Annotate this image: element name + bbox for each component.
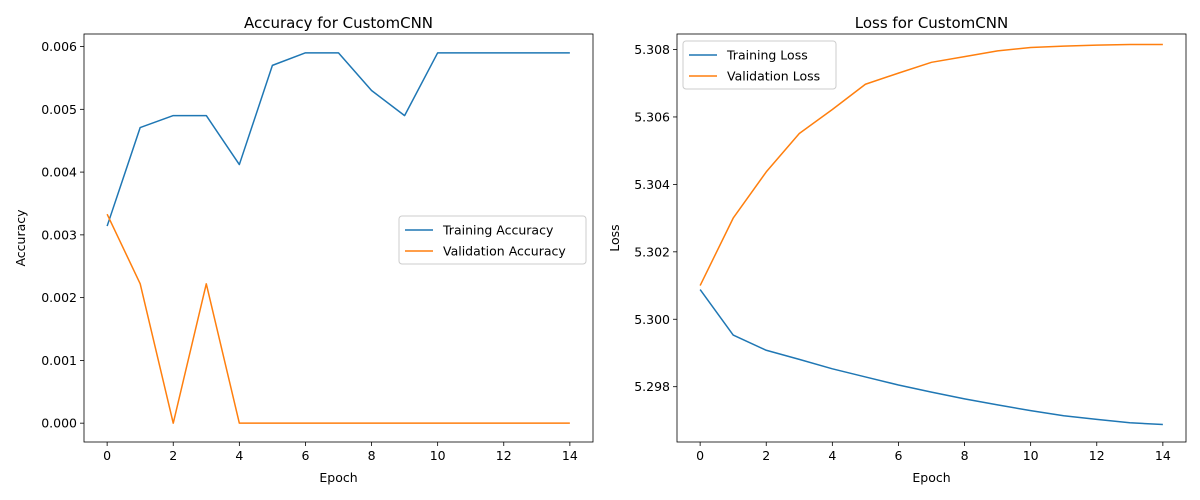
- chart-title: Loss for CustomCNN: [855, 14, 1008, 32]
- y-tick-label: 0.003: [41, 227, 77, 242]
- legend-box: [398, 215, 587, 265]
- x-tick-label: 2: [169, 448, 177, 463]
- x-tick-label: 0: [103, 448, 111, 463]
- x-tick-label: 0: [696, 448, 704, 463]
- y-tick-label: 5.306: [634, 109, 670, 124]
- x-axis-label: Epoch: [912, 470, 950, 485]
- y-tick-label: 0.002: [41, 290, 77, 305]
- y-tick-label: 0.001: [41, 353, 77, 368]
- legend-box: [682, 40, 837, 90]
- x-tick-label: 10: [1023, 448, 1039, 463]
- y-tick-label: 0.006: [41, 39, 77, 54]
- legend: Training Loss Validation Loss: [682, 40, 837, 90]
- x-tick-label: 8: [368, 448, 376, 463]
- y-tick-label: 5.300: [634, 312, 670, 327]
- series-line-validation-accuracy: [106, 213, 570, 424]
- chart-1: Loss for CustomCNN 0 2 4 6 8 10 12 14 5.298 5.300 5…: [607, 14, 1187, 485]
- series-line-validation-loss: [699, 43, 1163, 286]
- x-tick-label: 14: [1155, 448, 1171, 463]
- x-tick-label: 12: [1089, 448, 1105, 463]
- x-tick-label: 2: [762, 448, 770, 463]
- y-tick-label: 0.004: [41, 165, 77, 180]
- legend-label: Training Loss: [726, 48, 808, 63]
- x-tick-label: 4: [235, 448, 243, 463]
- legend: Training Accuracy Validation Accuracy: [398, 215, 587, 265]
- plot-frame: [83, 33, 594, 443]
- y-tick-label: 5.298: [634, 379, 670, 394]
- y-tick-label: 5.302: [634, 244, 670, 259]
- y-axis-label: Accuracy: [13, 209, 28, 267]
- series-line-training-accuracy: [106, 52, 570, 227]
- x-tick-label: 4: [828, 448, 836, 463]
- y-tick-label: 5.308: [634, 42, 670, 57]
- x-tick-label: 10: [430, 448, 446, 463]
- plot-frame: [676, 33, 1187, 443]
- x-axis-label: Epoch: [319, 470, 357, 485]
- y-tick-label: 0.000: [41, 416, 77, 431]
- x-tick-label: 14: [562, 448, 578, 463]
- series-line-training-loss: [699, 289, 1163, 426]
- y-tick-label: 5.304: [634, 177, 670, 192]
- y-tick-label: 0.005: [41, 102, 77, 117]
- y-axis-label: Loss: [607, 224, 622, 251]
- x-tick-label: 12: [496, 448, 512, 463]
- x-tick-label: 8: [961, 448, 969, 463]
- legend-label: Training Accuracy: [442, 223, 554, 238]
- legend-label: Validation Accuracy: [443, 244, 566, 259]
- chart-0: Accuracy for CustomCNN 0 2 4 6 8 10 12 14 0.000 0.…: [13, 14, 594, 485]
- chart-title: Accuracy for CustomCNN: [244, 14, 433, 32]
- x-tick-label: 6: [301, 448, 309, 463]
- x-tick-label: 6: [894, 448, 902, 463]
- legend-label: Validation Loss: [727, 69, 820, 84]
